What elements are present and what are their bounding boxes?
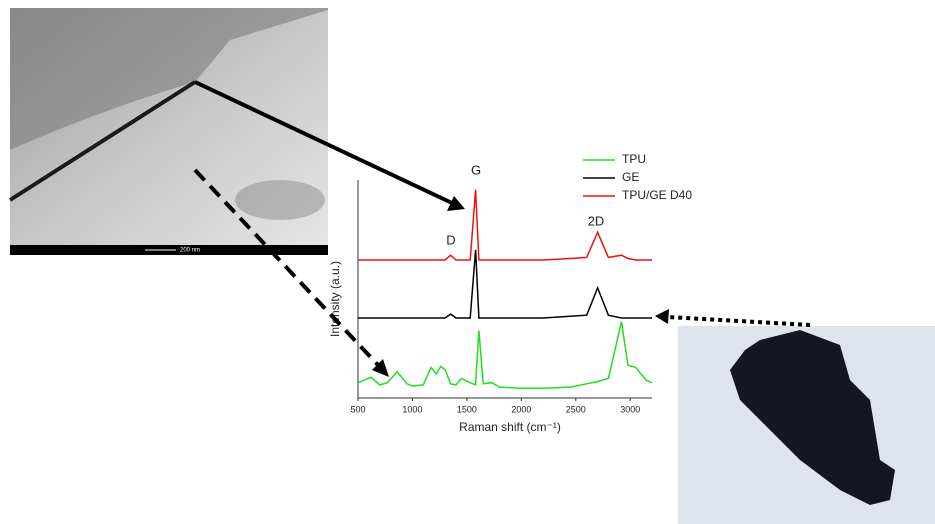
series-line [358, 190, 652, 260]
legend-label: GE [622, 170, 639, 184]
x-axis-label: Raman shift (cm⁻¹) [459, 420, 561, 434]
figure: 200 nm 500 1000 1500 2000 2500 3000 Raman shif… [0, 0, 935, 524]
x-tick-label: 3000 [620, 404, 640, 414]
plot: 500 1000 1500 2000 2500 3000 Raman shift (cm⁻¹… [328, 152, 692, 434]
x-tick-label: 1500 [457, 404, 477, 414]
optical-image [678, 326, 935, 524]
y-axis-label: Intensity (a.u.) [328, 261, 342, 337]
tem-image: 200 nm [10, 8, 328, 255]
axis-frame [358, 180, 652, 398]
x-tick-label: 2000 [511, 404, 531, 414]
x-tick-label: 500 [350, 404, 365, 414]
series-line [358, 322, 652, 389]
scale-bar-label: 200 nm [180, 248, 200, 254]
peak-label: 2D [588, 213, 605, 228]
x-tick-label: 1000 [402, 404, 422, 414]
peak-label: D [446, 232, 455, 247]
x-tick-label: 2500 [566, 404, 586, 414]
peak-label: G [471, 162, 481, 177]
legend-label: TPU/GE D40 [622, 188, 692, 202]
legend-label: TPU [622, 152, 646, 166]
